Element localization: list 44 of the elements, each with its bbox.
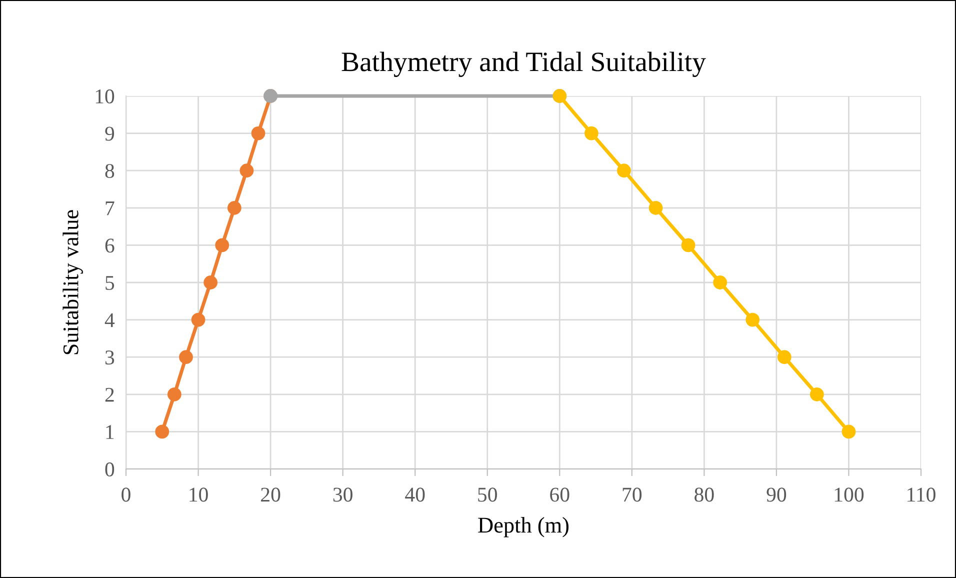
y-tick-label: 0 [105,462,114,476]
point [215,238,230,252]
point [713,276,728,290]
y-tick-label: 8 [105,164,114,178]
point [179,350,193,364]
y-tick-label: 7 [106,201,114,216]
point [155,424,170,439]
point [648,200,663,215]
x-tick-label: 80 [694,488,714,502]
x-tick-label: 0 [122,488,130,502]
y-tick-label: 1 [106,425,114,439]
y-tick-label: 2 [105,388,114,402]
x-tick-label: 70 [622,488,642,502]
y-tick-label: 9 [105,126,114,141]
x-tick-label: 90 [766,488,786,502]
point [204,276,218,290]
x-tick-label: 10 [190,488,208,502]
point [251,126,266,140]
y-axis-title: Suitability value [62,210,83,354]
point [777,350,792,364]
x-tick-label: 30 [333,488,352,502]
point [240,164,254,178]
point [191,312,206,327]
x-tick-label: 20 [261,488,280,502]
y-tick-label: 3 [105,350,114,365]
x-tick-label: 60 [550,488,570,502]
y-tick-label: 6 [105,238,114,253]
point [227,200,242,215]
point [810,387,824,402]
point [842,424,856,439]
chart-title: Bathymetry and Tidal Suitability [342,52,706,77]
x-tick-label: 110 [908,488,936,502]
point [167,387,182,402]
y-tick-label: 10 [96,89,114,104]
y-tick-label: 5 [106,276,114,290]
x-axis-title: Depth (m) [478,517,568,538]
x-tick-label: 50 [478,488,497,502]
x-tick-label: 100 [834,488,864,502]
point [681,238,696,252]
y-tick-label: 4 [104,313,115,328]
point [584,126,598,140]
point [617,164,631,178]
x-tick-label: 40 [405,488,425,502]
point [746,312,760,327]
